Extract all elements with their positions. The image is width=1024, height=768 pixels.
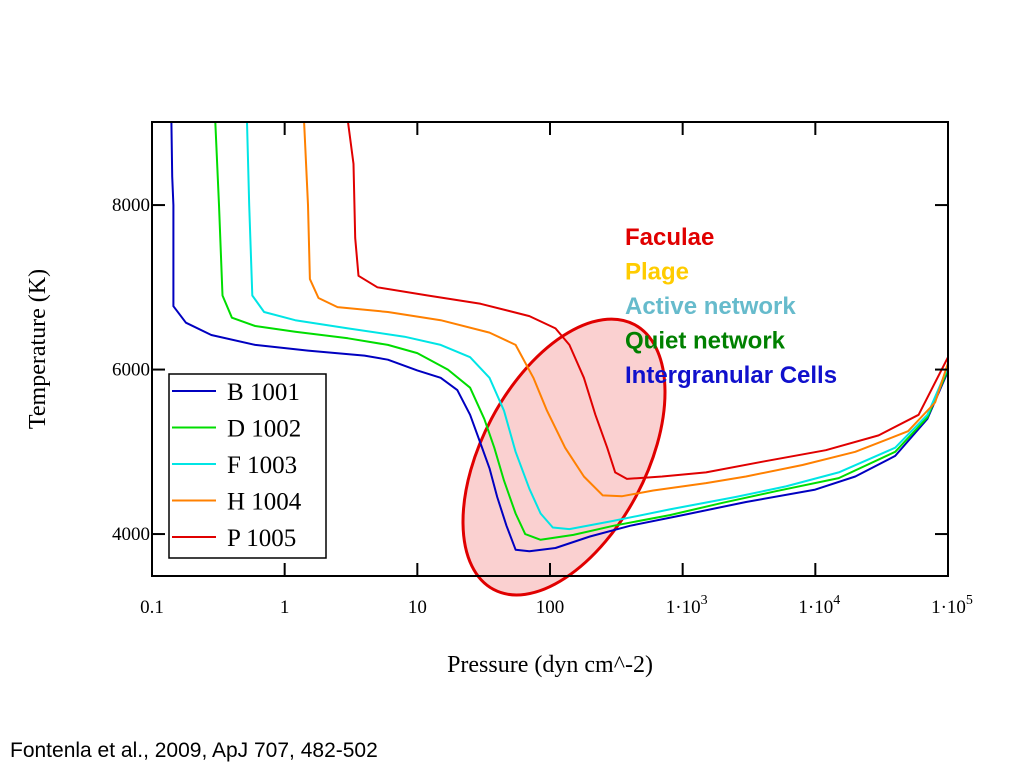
- y-tick-label: 4000: [112, 524, 150, 545]
- legend-label: H 1004: [227, 489, 302, 516]
- legend-label: D 1002: [227, 416, 301, 443]
- x-axis-label: Pressure (dyn cm^-2): [447, 652, 653, 678]
- x-tick-label: 100: [536, 597, 565, 618]
- series-line-h-1004: [303, 122, 948, 498]
- x-tick-label: 0.1: [140, 597, 164, 618]
- series-line-f-1003: [246, 122, 948, 531]
- region-label: Faculae: [625, 224, 714, 251]
- x-tick-label: 1·105: [931, 593, 973, 618]
- series-line-b-1001: [170, 122, 948, 553]
- legend-label: B 1001: [227, 379, 300, 406]
- region-label: Quiet network: [625, 328, 786, 355]
- legend-label: F 1003: [227, 452, 297, 479]
- y-axis-label: Temperature (K): [25, 269, 51, 429]
- x-tick-label: 1·103: [666, 593, 708, 618]
- region-label: Active network: [625, 293, 796, 320]
- legend-box: [168, 373, 327, 559]
- series-line-d-1002: [214, 122, 948, 541]
- legend-label: P 1005: [227, 525, 296, 552]
- series-line-p-1005: [347, 122, 948, 480]
- y-tick-label: 6000: [112, 360, 150, 381]
- x-tick-label: 1: [280, 597, 290, 618]
- citation: Fontenla et al., 2009, ApJ 707, 482-502: [10, 739, 378, 762]
- region-label: Intergranular Cells: [625, 362, 837, 389]
- x-tick-label: 1·104: [798, 593, 840, 618]
- region-label: Plage: [625, 259, 689, 286]
- y-tick-label: 8000: [112, 195, 150, 216]
- x-tick-label: 10: [408, 597, 427, 618]
